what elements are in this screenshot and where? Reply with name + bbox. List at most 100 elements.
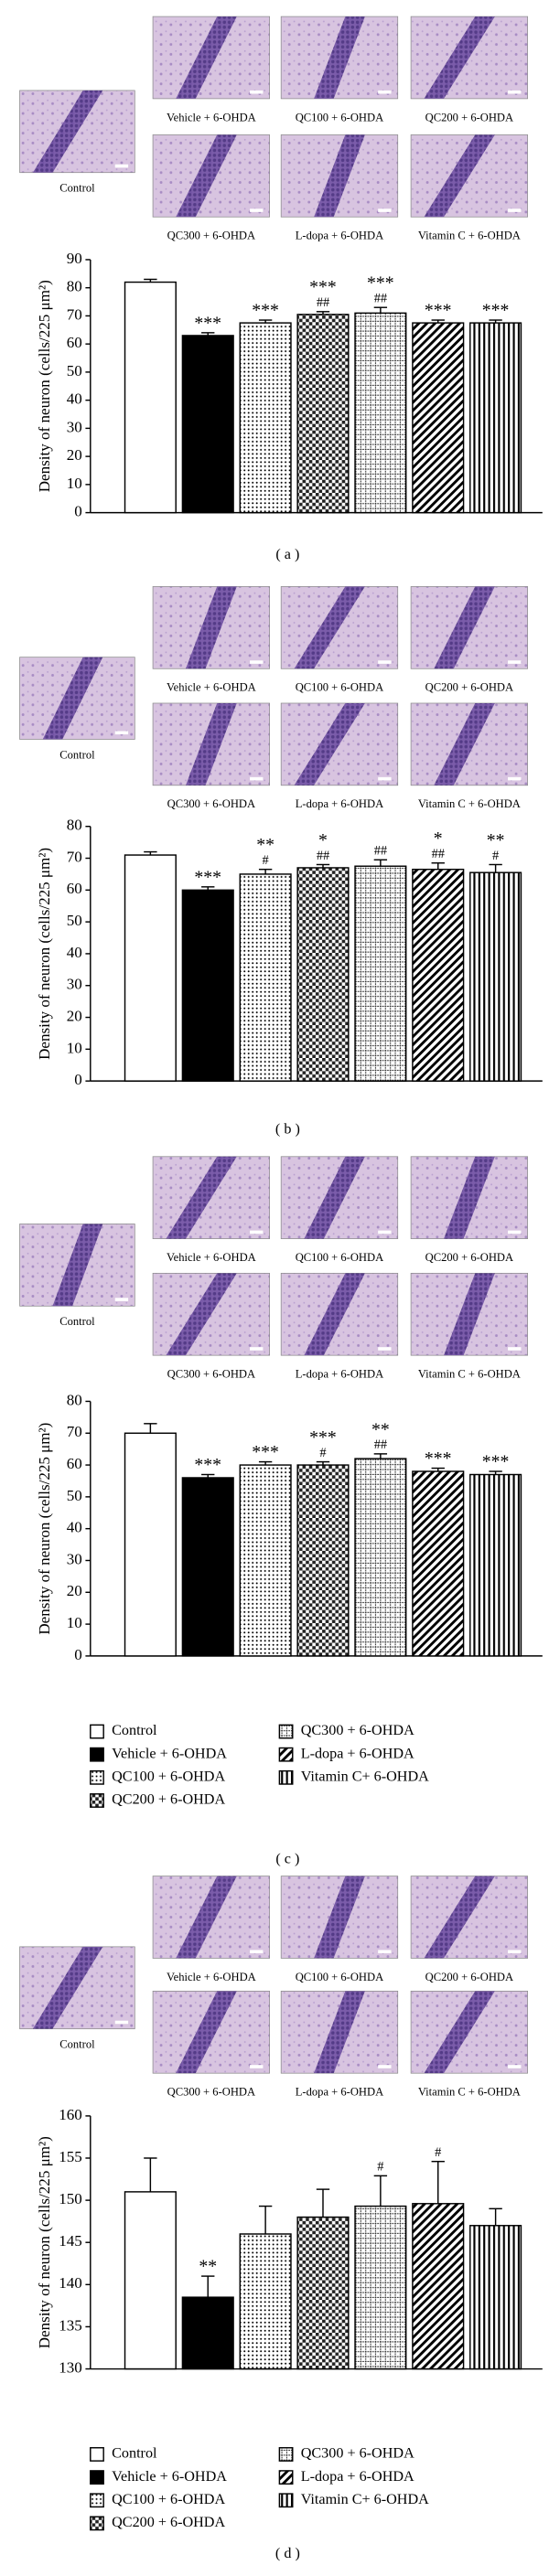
scale-bar <box>508 660 522 664</box>
legend-label: QC200 + 6-OHDA <box>112 2515 225 2530</box>
image-label: Control <box>59 748 95 761</box>
bar <box>181 335 234 514</box>
y-tick-label: 50 <box>67 912 82 929</box>
significance: # <box>319 1446 326 1460</box>
y-tick-label: 50 <box>67 362 82 379</box>
scale-bar <box>378 660 392 664</box>
cell-layer <box>176 134 237 218</box>
panel-label: ( c ) <box>275 1851 299 1866</box>
bar <box>469 322 522 514</box>
bar <box>412 322 465 514</box>
cell-layer <box>294 702 365 786</box>
legend-label: Control <box>112 2446 157 2462</box>
legend-swatch <box>278 1747 294 1762</box>
bar <box>124 854 177 1082</box>
significance: ## <box>374 844 387 859</box>
cell-layer <box>294 586 365 669</box>
y-tick-label: 70 <box>67 305 82 323</box>
cell-layer <box>314 134 365 218</box>
image-label: L-dopa + 6-OHDA <box>296 230 383 242</box>
bar <box>181 1477 234 1657</box>
cell-layer <box>304 1273 365 1356</box>
micrograph <box>280 702 399 786</box>
bar <box>412 2203 465 2370</box>
cell-layer <box>176 16 237 99</box>
micrograph <box>152 1156 270 1239</box>
significance: # <box>492 849 499 863</box>
micrograph <box>19 90 135 174</box>
micrograph <box>410 1876 529 1959</box>
bar <box>469 871 522 1082</box>
legend-label: L-dopa + 6-OHDA <box>301 2469 414 2485</box>
bar <box>124 2191 177 2370</box>
scale-bar <box>378 2065 392 2068</box>
y-tick-label: 80 <box>67 817 82 834</box>
significance: ## <box>374 1438 387 1452</box>
legend-label: QC300 + 6-OHDA <box>301 2446 414 2462</box>
significance: ** <box>199 2257 217 2277</box>
y-tick-label: 10 <box>67 1039 82 1056</box>
legend-swatch <box>278 1724 294 1739</box>
y-tick-label: 80 <box>67 278 82 295</box>
image-label: Vehicle + 6-OHDA <box>167 681 256 694</box>
scale-bar <box>508 1347 522 1351</box>
significance: ** <box>487 830 505 850</box>
cell-layer <box>444 1156 495 1239</box>
significance: *** <box>309 1427 337 1448</box>
scale-bar <box>508 1230 522 1235</box>
y-axis-label: Density of neuron (cells/225 μm²) <box>36 1423 53 1635</box>
y-tick-label: 140 <box>59 2274 82 2292</box>
cell-layer <box>314 16 365 99</box>
significance: # <box>263 853 269 868</box>
scale-bar <box>114 731 129 735</box>
y-axis-label: Density of neuron (cells/225 μm²) <box>36 280 53 492</box>
y-tick-label: 40 <box>67 390 82 408</box>
y-tick-label: 60 <box>67 880 82 897</box>
y-tick-label: 20 <box>67 1007 82 1024</box>
micrograph <box>152 702 270 786</box>
image-label: L-dopa + 6-OHDA <box>296 1368 383 1381</box>
scale-bar <box>378 1950 392 1954</box>
micrograph <box>152 16 270 100</box>
micrograph <box>280 134 399 218</box>
cell-layer <box>176 1991 237 2074</box>
y-tick-label: 10 <box>67 475 82 492</box>
image-label: QC300 + 6-OHDA <box>167 797 255 810</box>
scale-bar <box>250 660 264 664</box>
legend-label: QC200 + 6-OHDA <box>112 1792 225 1808</box>
scale-bar <box>378 90 392 94</box>
significance: # <box>435 2145 441 2160</box>
bar <box>296 2216 350 2370</box>
y-axis-label: Density of neuron (cells/225 μm²) <box>36 848 53 1060</box>
cell-layer <box>176 1876 237 1959</box>
scale-bar <box>508 2065 522 2068</box>
significance: *** <box>252 301 279 321</box>
micrograph <box>410 16 529 100</box>
scale-bar <box>508 1950 522 1954</box>
cell-layer <box>42 657 103 740</box>
micrograph <box>152 1272 270 1356</box>
y-tick-label: 70 <box>67 1423 82 1440</box>
scale-bar <box>378 776 392 781</box>
legend-label: Vitamin C+ 6-OHDA <box>301 1769 429 1785</box>
micrograph <box>410 134 529 218</box>
micrograph <box>280 1156 399 1239</box>
y-tick-label: 70 <box>67 848 82 865</box>
image-label: L-dopa + 6-OHDA <box>296 2086 383 2099</box>
micrograph <box>280 1876 399 1959</box>
y-tick-label: 40 <box>67 944 82 961</box>
bar <box>469 1473 522 1657</box>
legend-label: Vitamin C+ 6-OHDA <box>301 2492 429 2507</box>
micrograph <box>280 586 399 669</box>
scale-bar <box>378 1230 392 1235</box>
legend-label: QC100 + 6-OHDA <box>112 2492 225 2507</box>
significance: *** <box>425 1448 452 1469</box>
bar <box>412 1470 465 1657</box>
bar <box>124 281 177 514</box>
micrograph <box>410 702 529 786</box>
significance: ## <box>432 847 445 861</box>
y-tick-label: 10 <box>67 1614 82 1631</box>
micrograph <box>152 1876 270 1959</box>
scale-bar <box>378 208 392 212</box>
micrograph <box>152 1991 270 2074</box>
